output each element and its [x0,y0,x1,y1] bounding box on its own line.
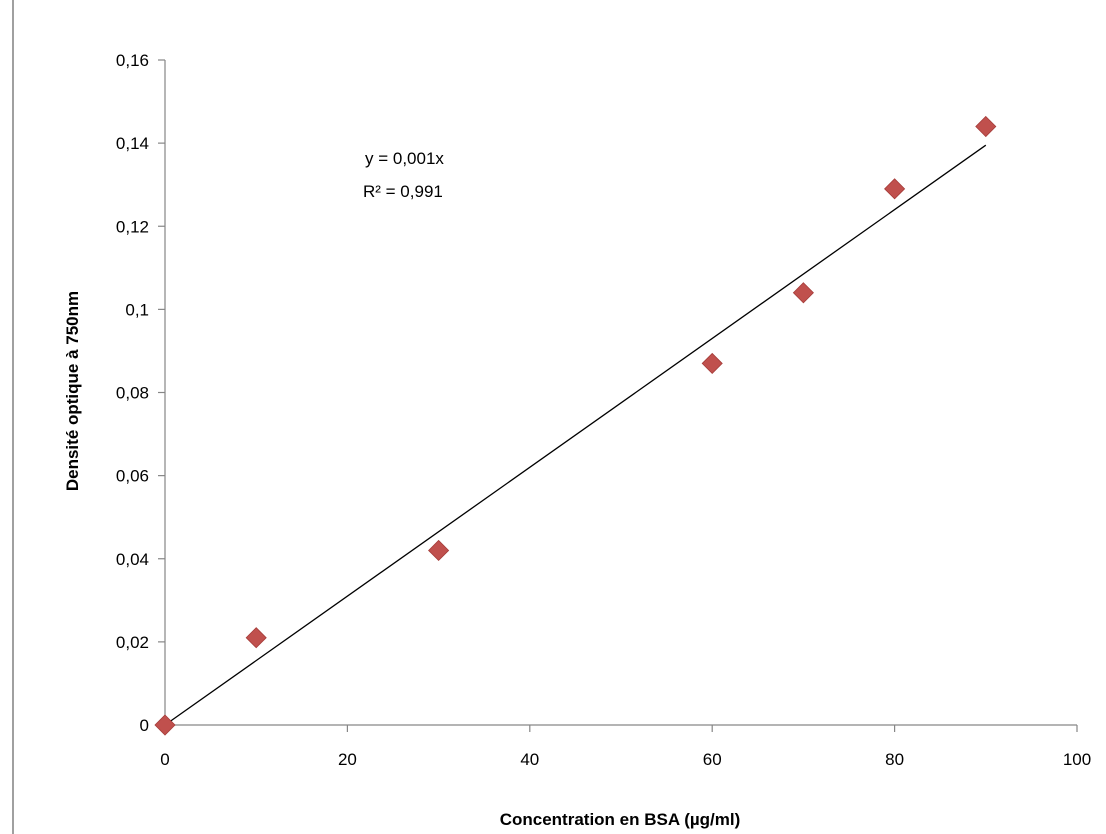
y-tick-label: 0,08 [116,384,149,403]
x-tick-label: 60 [703,750,722,769]
x-tick-label: 20 [338,750,357,769]
y-tick-label: 0,16 [116,51,149,70]
r-squared-label: R² = 0,991 [363,182,443,201]
x-tick-label: 40 [520,750,539,769]
data-point-marker [154,714,176,736]
y-tick-label: 0,02 [116,633,149,652]
x-tick-label: 100 [1063,750,1091,769]
y-tick-label: 0,06 [116,467,149,486]
x-tick-label: 0 [160,750,169,769]
y-tick-label: 0,14 [116,134,149,153]
data-point-marker [792,282,814,304]
x-axis-ticks: 0 20 40 60 80 100 [160,725,1091,769]
data-point-marker [428,539,450,562]
y-axis-ticks: 0 0,02 0,04 0,06 0,08 0,1 0,12 0,14 0,16 [116,51,165,735]
y-tick-label: 0,12 [116,217,149,236]
data-point-marker [245,627,267,649]
data-points [154,115,997,736]
y-tick-label: 0,1 [125,300,149,319]
trendline-equation: y = 0,001x [365,149,444,168]
y-tick-label: 0,04 [116,550,149,569]
y-tick-label: 0 [140,716,149,735]
y-axis-title: Densité optique à 750nm [63,291,82,491]
data-point-marker [701,352,723,374]
data-point-marker [975,115,997,138]
x-tick-label: 80 [885,750,904,769]
x-axis-title: Concentration en BSA (µg/ml) [500,810,741,829]
data-point-marker [884,178,906,200]
linear-trendline [164,144,987,726]
